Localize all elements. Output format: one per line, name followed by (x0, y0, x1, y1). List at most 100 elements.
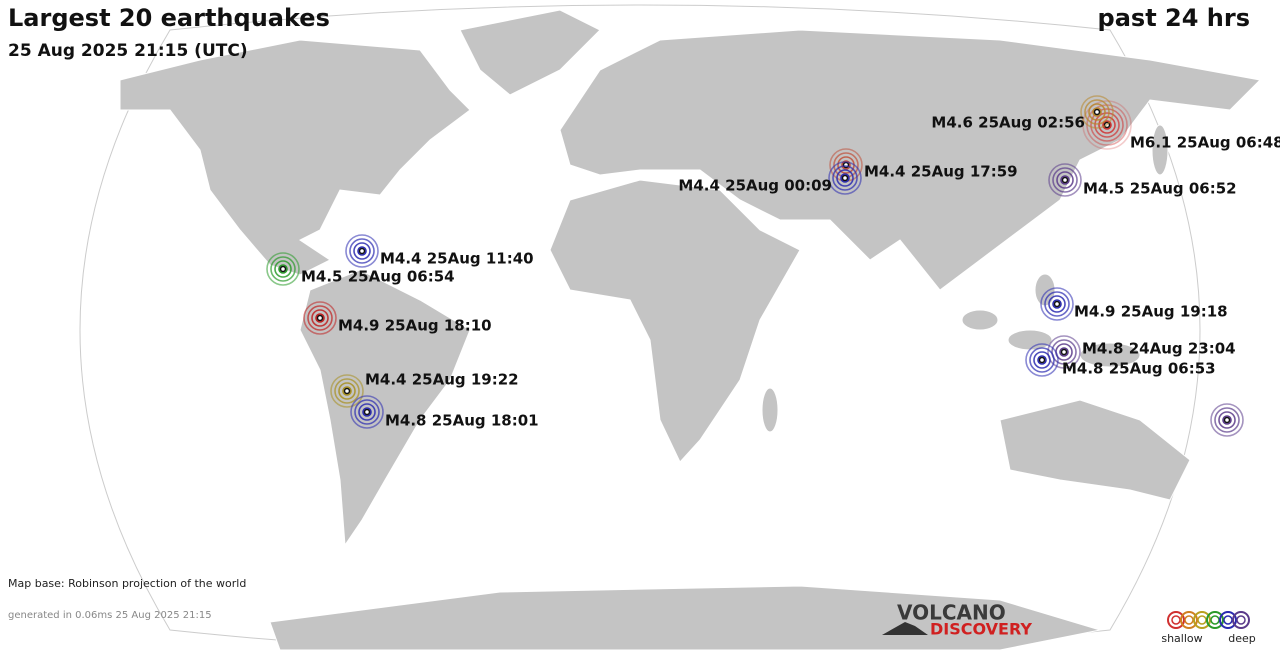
quake-ring (1088, 103, 1106, 121)
period: past 24 hrs (1098, 4, 1250, 32)
quake-ring (1098, 116, 1116, 134)
quake-ring (1029, 347, 1055, 373)
quake-center (363, 408, 371, 416)
quake-ring (1094, 112, 1120, 138)
quake-layer: M6.1 25Aug 06:48 M4.6 25Aug 02:56 M4.4 25A… (266, 95, 1280, 437)
quake-ring (1052, 299, 1062, 309)
quake-ring (840, 173, 850, 183)
quake-ring (278, 264, 288, 274)
quake-center (1093, 108, 1101, 116)
quake-center (1061, 176, 1069, 184)
quake-center (358, 247, 366, 255)
quake-label: M4.5 25Aug 06:52 (1083, 180, 1237, 198)
quake-ring (1218, 411, 1236, 429)
legend-ring (1210, 615, 1220, 625)
quake-ring (1051, 339, 1077, 365)
quake-center (1053, 300, 1061, 308)
legend-ring (1180, 611, 1198, 629)
legend-shallow: shallow (1161, 632, 1202, 645)
quake-ring (357, 246, 367, 256)
legend (1167, 611, 1250, 629)
quake-ring (1052, 167, 1078, 193)
legend-ring (1219, 611, 1237, 629)
quake-ring (349, 238, 375, 264)
quake-ring (1210, 403, 1244, 437)
legend-ring (1206, 611, 1224, 629)
legend-ring (1167, 611, 1185, 629)
quake-ring (841, 160, 851, 170)
quake-label: M4.4 25Aug 11:40 (380, 250, 534, 268)
quake-ring (358, 403, 376, 421)
legend-ring (1184, 615, 1194, 625)
quake-label: M4.9 25Aug 19:18 (1074, 303, 1228, 321)
quake-ring (315, 313, 325, 323)
quake-label: M4.8 24Aug 23:04 (1082, 340, 1236, 358)
quake-label: M4.4 25Aug 17:59 (864, 163, 1018, 181)
quake-ring (1060, 175, 1070, 185)
quake-ring (330, 374, 364, 408)
quake-center (1060, 348, 1068, 356)
quake-ring (1048, 163, 1082, 197)
quake-center (1038, 356, 1046, 364)
quake-ring (1048, 295, 1066, 313)
quake-ring (334, 378, 360, 404)
logo-discovery: DISCOVERY (930, 620, 1032, 639)
quake-label: M4.8 25Aug 18:01 (385, 412, 539, 430)
quake-ring (362, 407, 372, 417)
quake-ring (274, 260, 292, 278)
quake-ring (345, 234, 379, 268)
quake-ring (354, 399, 380, 425)
logo-icon (882, 622, 928, 635)
quake-center (279, 265, 287, 273)
quake-ring (1080, 95, 1114, 129)
quake-ring (832, 165, 858, 191)
quake-ring (270, 256, 296, 282)
quake-ring (303, 301, 337, 335)
quake-ring (266, 252, 300, 286)
map-base: Map base: Robinson projection of the wor… (8, 577, 246, 590)
quake-label: M4.4 25Aug 00:09 (678, 177, 832, 195)
quake-ring (353, 242, 371, 260)
quake-ring (1090, 108, 1124, 142)
legend-ring (1197, 615, 1207, 625)
quake-center (316, 314, 324, 322)
quake-ring (1040, 287, 1074, 321)
quake-ring (1056, 171, 1074, 189)
quake-ring (1025, 343, 1059, 377)
quake-ring (836, 169, 854, 187)
legend-ring (1193, 611, 1211, 629)
quake-ring (1059, 347, 1069, 357)
generated: generated in 0.06ms 25 Aug 2025 21:15 (8, 610, 212, 621)
quake-ring (1037, 355, 1047, 365)
quake-ring (1214, 407, 1240, 433)
quake-ring (311, 309, 329, 327)
quake-ring (342, 386, 352, 396)
quake-ring (1084, 99, 1110, 125)
quake-ring (350, 395, 384, 429)
legend-ring (1171, 615, 1181, 625)
quake-center (343, 387, 351, 395)
quake-ring (1044, 291, 1070, 317)
legend-ring (1236, 615, 1246, 625)
quake-ring (1047, 335, 1081, 369)
quake-ring (828, 161, 862, 195)
quake-label: M6.1 25Aug 06:48 (1130, 134, 1280, 152)
logo-volcano: VOLCANO (897, 601, 1006, 625)
legend-ring (1223, 615, 1233, 625)
legend-ring (1232, 611, 1250, 629)
quake-label: M4.5 25Aug 06:54 (301, 268, 455, 286)
quake-ring (1102, 120, 1112, 130)
legend-deep: deep (1228, 632, 1256, 645)
quake-label: M4.9 25Aug 18:10 (338, 317, 492, 335)
quake-center (1223, 416, 1231, 424)
quake-label: M4.4 25Aug 19:22 (365, 371, 519, 389)
quake-label: M4.8 25Aug 06:53 (1062, 360, 1216, 378)
land (119, 9, 1262, 650)
quake-label: M4.6 25Aug 02:56 (931, 114, 1085, 132)
quake-ring (338, 382, 356, 400)
quake-center (841, 174, 849, 182)
title: Largest 20 earthquakes (8, 4, 330, 32)
quake-ring (307, 305, 333, 331)
quake-ring (1033, 351, 1051, 369)
